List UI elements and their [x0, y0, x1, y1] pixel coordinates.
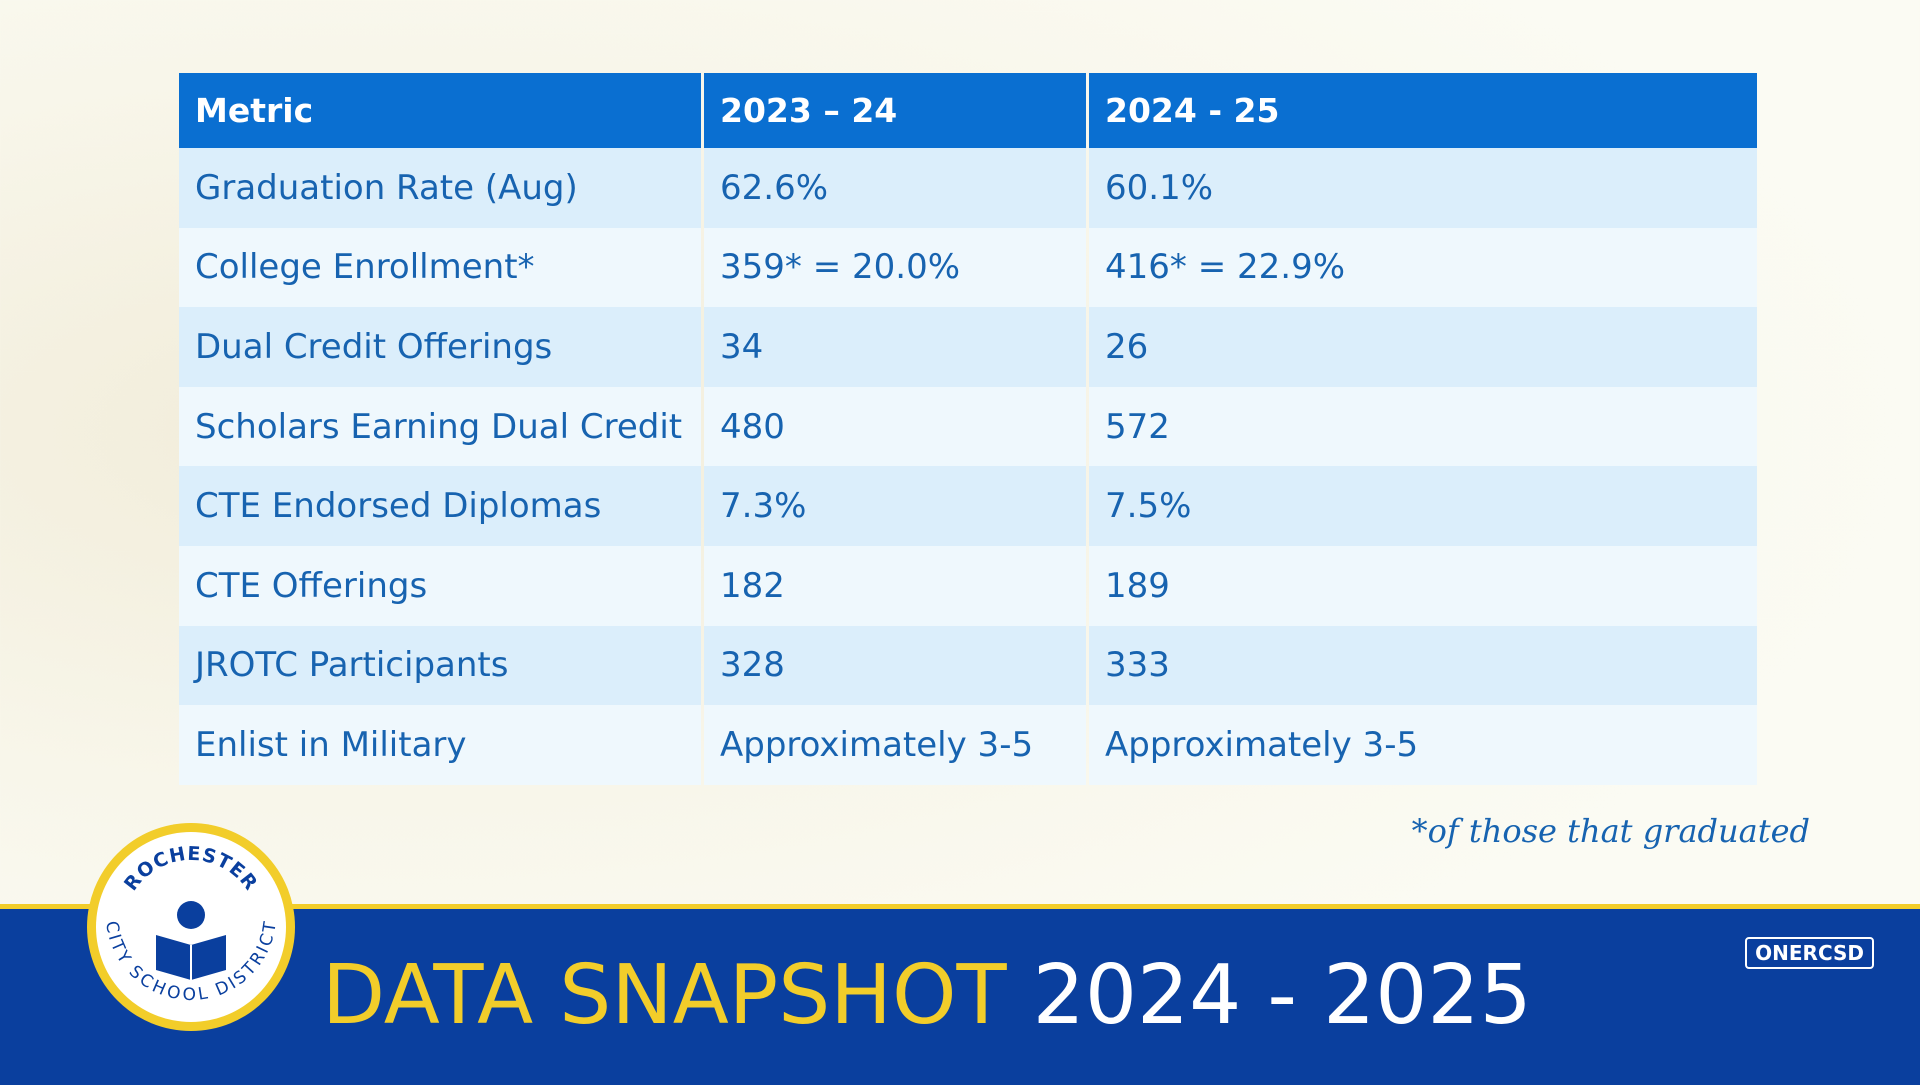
table-body: Graduation Rate (Aug) 62.6% 60.1% College E…	[179, 148, 1757, 785]
table-cell: 480	[704, 386, 1086, 467]
table-cell: 7.3%	[704, 466, 1086, 546]
table-row: Enlist in Military Approximately 3-5 Appro…	[179, 705, 1757, 785]
table-cell: JROTC Participants	[179, 625, 701, 706]
table-cell: 572	[1089, 386, 1757, 467]
district-badge: ONERCSD	[1745, 937, 1874, 969]
table-row: Scholars Earning Dual Credit 480 572	[179, 386, 1757, 467]
table-cell: 189	[1089, 545, 1757, 626]
table-cell: 34	[704, 307, 1086, 387]
district-logo: ROCHESTER CITY SCHOOL DISTRICT	[87, 823, 295, 1031]
footer-band	[0, 904, 1920, 1085]
table-row: CTE Endorsed Diplomas 7.3% 7.5%	[179, 466, 1757, 546]
table-cell: Enlist in Military	[179, 705, 701, 785]
title-year: 2024 - 2025	[1032, 948, 1532, 1043]
table-row: College Enrollment* 359* = 20.0% 416* = 22…	[179, 227, 1757, 308]
table-cell: CTE Offerings	[179, 545, 701, 626]
table-cell: 62.6%	[704, 148, 1086, 228]
title-main: DATA SNAPSHOT	[322, 948, 1007, 1043]
header-cell: Metric	[179, 73, 701, 148]
table-cell: 182	[704, 545, 1086, 626]
table-cell: 359* = 20.0%	[704, 227, 1086, 308]
table-cell: 333	[1089, 625, 1757, 706]
table-cell: Dual Credit Offerings	[179, 307, 701, 387]
table-cell: 26	[1089, 307, 1757, 387]
header-cell: 2024 - 25	[1089, 73, 1757, 148]
footnote: *of those that graduated	[1411, 812, 1810, 850]
table-row: Dual Credit Offerings 34 26	[179, 307, 1757, 387]
footer-title: DATA SNAPSHOT 2024 - 2025	[322, 948, 1532, 1043]
table-cell: CTE Endorsed Diplomas	[179, 466, 701, 546]
table-cell: 7.5%	[1089, 466, 1757, 546]
header-row: Metric 2023 – 24 2024 - 25	[179, 73, 1757, 148]
table-row: Graduation Rate (Aug) 62.6% 60.1%	[179, 148, 1757, 228]
table-cell: 60.1%	[1089, 148, 1757, 228]
table-cell: 328	[704, 625, 1086, 706]
data-table: Metric 2023 – 24 2024 - 25 Graduation Rate…	[176, 73, 1760, 785]
table-cell: 416* = 22.9%	[1089, 227, 1757, 308]
table-cell: Approximately 3-5	[1089, 705, 1757, 785]
table-cell: Graduation Rate (Aug)	[179, 148, 701, 228]
table-cell: Scholars Earning Dual Credit	[179, 386, 701, 467]
table-cell: Approximately 3-5	[704, 705, 1086, 785]
table-cell: College Enrollment*	[179, 227, 701, 308]
logo-head	[177, 901, 205, 929]
table-row: JROTC Participants 328 333	[179, 625, 1757, 706]
table-row: CTE Offerings 182 189	[179, 545, 1757, 626]
header-cell: 2023 – 24	[704, 73, 1086, 148]
